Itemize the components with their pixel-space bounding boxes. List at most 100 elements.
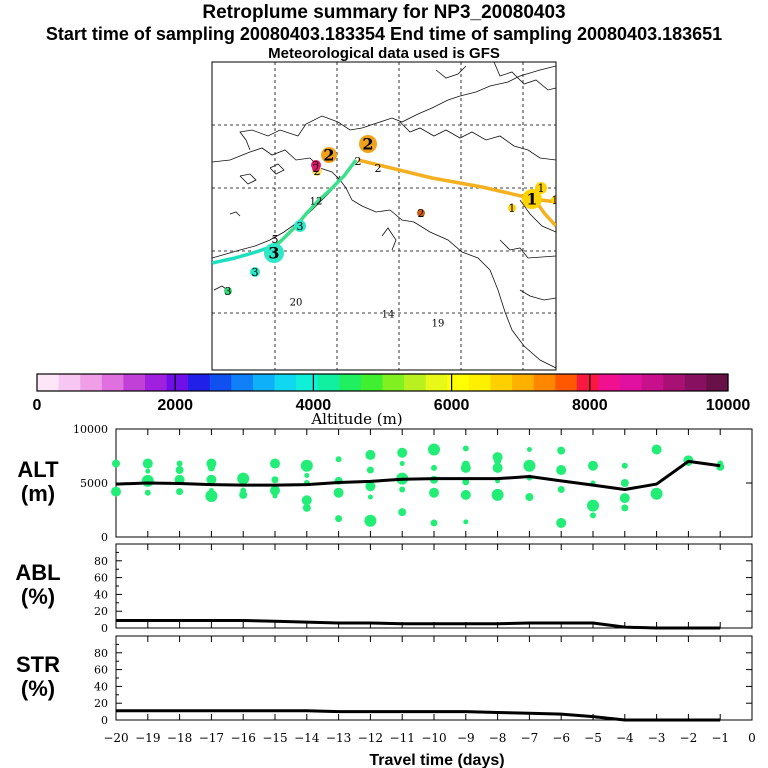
altitude-dot — [365, 449, 376, 460]
altitude-dot — [428, 443, 440, 456]
altitude-dot — [526, 447, 532, 453]
altitude-dot — [111, 486, 121, 497]
chart-title: Retroplume summary for NP3_20080403 — [202, 2, 566, 23]
altitude-dot — [365, 481, 376, 492]
map-marker-label: 5 — [272, 233, 279, 246]
map-marker: 3 — [250, 266, 260, 279]
colorbar-swatch — [620, 374, 643, 391]
colorbar-axis-label: Altitude (m) — [310, 410, 402, 428]
coastline — [212, 175, 341, 259]
altitude-dot — [271, 476, 279, 484]
map-marker: 2 — [312, 162, 320, 175]
altitude-dot — [270, 485, 280, 496]
colorbar-swatch — [425, 374, 448, 391]
map-marker-label: 1 — [538, 182, 545, 195]
y-tick-label: 0 — [101, 531, 108, 544]
map-marker-label: 20 — [290, 298, 303, 309]
panel-frame — [115, 635, 753, 721]
altitude-dot — [144, 489, 151, 496]
altitude-dot — [176, 488, 184, 496]
y-tick-label: 60 — [94, 572, 108, 585]
y-tick-label: 80 — [94, 647, 108, 660]
colorbar-swatch — [576, 374, 600, 391]
map-marker-label: 1 — [552, 194, 559, 207]
coastline — [269, 163, 285, 175]
x-tick-label: −8 — [489, 731, 507, 745]
y-axis-unit: (%) — [21, 584, 55, 609]
altitude-dot — [431, 464, 437, 471]
x-tick-label: −20 — [103, 731, 128, 745]
y-tick-label: 40 — [94, 680, 108, 693]
coastline — [381, 227, 397, 251]
altitude-dot — [335, 456, 342, 463]
altitude-dot — [240, 487, 247, 494]
coastline — [499, 239, 556, 259]
map-marker: 1 — [522, 189, 542, 209]
altitude-dot — [492, 462, 503, 473]
series-line — [115, 459, 721, 491]
x-tick-label: −10 — [421, 731, 446, 745]
sampling-times: Start time of sampling 20080403.183354 E… — [45, 24, 723, 44]
map-marker: 5 — [272, 233, 279, 246]
map-marker: 2 — [355, 155, 362, 168]
coastline — [435, 65, 467, 79]
altitude-dot — [237, 472, 250, 485]
y-tick-label: 0 — [101, 714, 108, 727]
map-marker: 1 — [551, 194, 559, 207]
altitude-dot — [206, 474, 217, 485]
series-line — [116, 618, 721, 630]
map-marker-dot — [264, 243, 284, 263]
altitude-dot — [176, 460, 183, 467]
colorbar-swatch — [663, 374, 686, 391]
colorbar-swatch — [641, 374, 664, 391]
coastline — [493, 62, 556, 91]
colorbar-tick-label: 8000 — [572, 397, 608, 414]
map-marker-dot — [224, 287, 232, 295]
x-tick-label: −4 — [616, 731, 634, 745]
colorbar-swatch — [555, 374, 578, 391]
y-axis-label: ALT — [17, 457, 59, 482]
map-marker-label: 1 — [509, 202, 516, 215]
x-tick-label: −1 — [711, 731, 729, 745]
altitude-dot — [366, 466, 374, 474]
colorbar-swatch — [296, 374, 319, 391]
map-marker: 2 — [375, 162, 382, 175]
colorbar-tick-label: 10000 — [706, 397, 751, 414]
abl-panel: 80 60 40 20 0 ABL(%) — [15, 543, 753, 635]
colorbar-swatch — [274, 374, 297, 391]
map-marker: 2 — [417, 207, 425, 220]
x-tick-label: −11 — [390, 731, 415, 745]
meteorology-note: Meteorological data used is GFS — [268, 45, 500, 62]
map-frame — [211, 61, 557, 371]
y-tick-label: 40 — [94, 588, 108, 601]
altitude-dot — [621, 462, 628, 469]
map-marker: 3 — [224, 285, 232, 298]
altitude-dot — [654, 489, 660, 495]
map-marker: 20 — [290, 298, 303, 309]
altitude-dot — [301, 495, 312, 506]
altitude-dot — [461, 460, 470, 469]
map-marker-dot — [250, 267, 260, 277]
colorbar-swatch — [37, 374, 60, 391]
coastline — [212, 147, 347, 189]
colorbar-swatch — [490, 374, 513, 391]
altitude-dot — [621, 504, 629, 512]
altitude-dot — [300, 459, 313, 472]
altitude-dot — [590, 512, 596, 519]
colorbar-frame — [36, 373, 729, 392]
colorbar-tick-label: 4000 — [296, 397, 332, 414]
y-tick-label: 10000 — [73, 423, 108, 436]
coastline — [519, 289, 556, 301]
colorbar-tick-label: 6000 — [434, 397, 470, 414]
map-marker-label: 14 — [382, 310, 395, 321]
panel-frame — [115, 543, 753, 629]
colorbar-swatch — [166, 374, 189, 391]
altitude-dot — [367, 494, 373, 500]
altitude-panel: 10000 5000 0 ALT(m) — [17, 423, 753, 544]
map-marker-dot — [321, 147, 337, 163]
y-tick-label: 0 — [101, 622, 108, 635]
map-marker-dot — [508, 204, 516, 212]
colorbar-swatch — [101, 374, 124, 391]
altitude-dot — [429, 487, 439, 498]
